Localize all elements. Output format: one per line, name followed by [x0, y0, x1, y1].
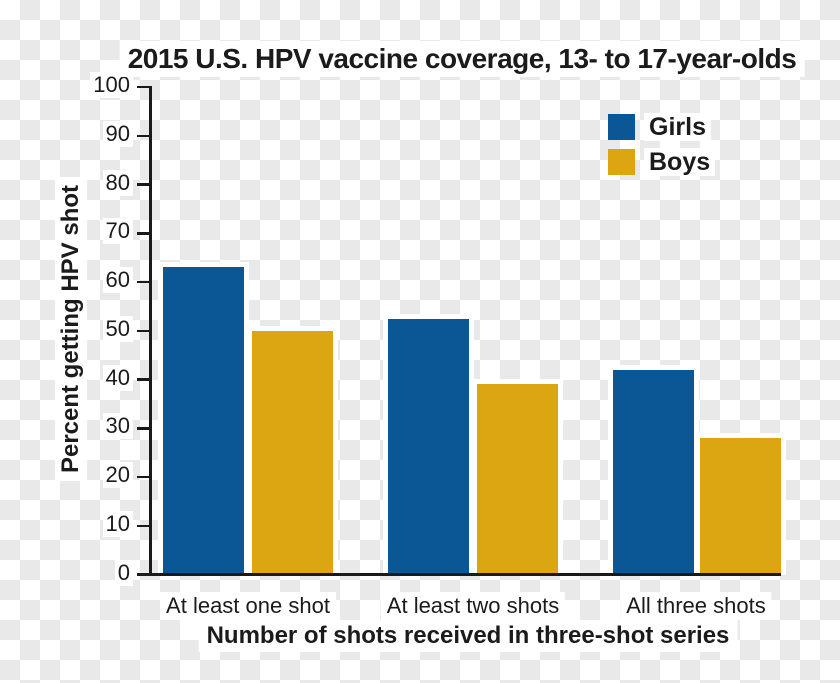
bar-fill [700, 438, 781, 575]
legend-item-boys: Boys [608, 148, 716, 176]
legend: Girls Boys [608, 113, 716, 183]
chart-title: 2015 U.S. HPV vaccine coverage, 13- to 1… [119, 41, 805, 77]
y-tick-mark [137, 378, 149, 381]
y-tick-label: 60 [102, 267, 133, 293]
bar-girls-2 [383, 313, 474, 575]
y-tick-label: 80 [102, 169, 133, 196]
bar-boys-3 [695, 433, 786, 575]
y-tick-mark [137, 475, 149, 479]
legend-label-boys: Boys [644, 148, 716, 176]
boys-color-swatch [608, 149, 635, 175]
y-tick-label: 30 [102, 413, 133, 440]
y-tick-mark [137, 329, 149, 332]
y-axis-line [149, 86, 152, 576]
girls-color-swatch [608, 114, 635, 140]
bar-fill [477, 384, 558, 575]
y-tick-mark [137, 427, 149, 430]
y-tick-label: 20 [102, 462, 133, 488]
y-tick-label: 0 [114, 559, 133, 586]
x-axis-line [147, 573, 781, 576]
y-tick-label: 70 [102, 218, 133, 245]
bar-fill [252, 330, 333, 575]
y-tick-mark [137, 280, 149, 284]
bar-boys-2 [472, 379, 563, 575]
y-tick-label: 40 [102, 364, 133, 391]
y-tick-mark [137, 232, 149, 235]
x-category-label: At least two shots [380, 592, 566, 620]
bar-boys-1 [247, 325, 338, 575]
y-tick-mark [137, 524, 149, 527]
y-tick-mark [137, 134, 149, 137]
y-tick-mark [137, 183, 149, 186]
y-tick-label: 90 [102, 120, 133, 147]
x-category-label: At least one shot [160, 592, 336, 620]
bar-fill [613, 369, 694, 575]
x-axis-title: Number of shots received in three-shot s… [198, 620, 738, 652]
y-tick-mark [137, 85, 149, 89]
x-category-label: All three shots [620, 592, 772, 620]
y-tick-label: 50 [102, 315, 133, 342]
legend-item-girls: Girls [608, 113, 715, 141]
y-tick-mark [137, 573, 149, 576]
bar-fill [163, 267, 244, 575]
y-tick-label: 10 [102, 510, 133, 537]
y-axis-title: Percent getting HPV shot [55, 176, 87, 482]
bar-girls-3 [608, 364, 699, 575]
legend-label-girls: Girls [644, 113, 711, 141]
bar-fill [388, 318, 469, 575]
bar-girls-1 [158, 262, 249, 575]
